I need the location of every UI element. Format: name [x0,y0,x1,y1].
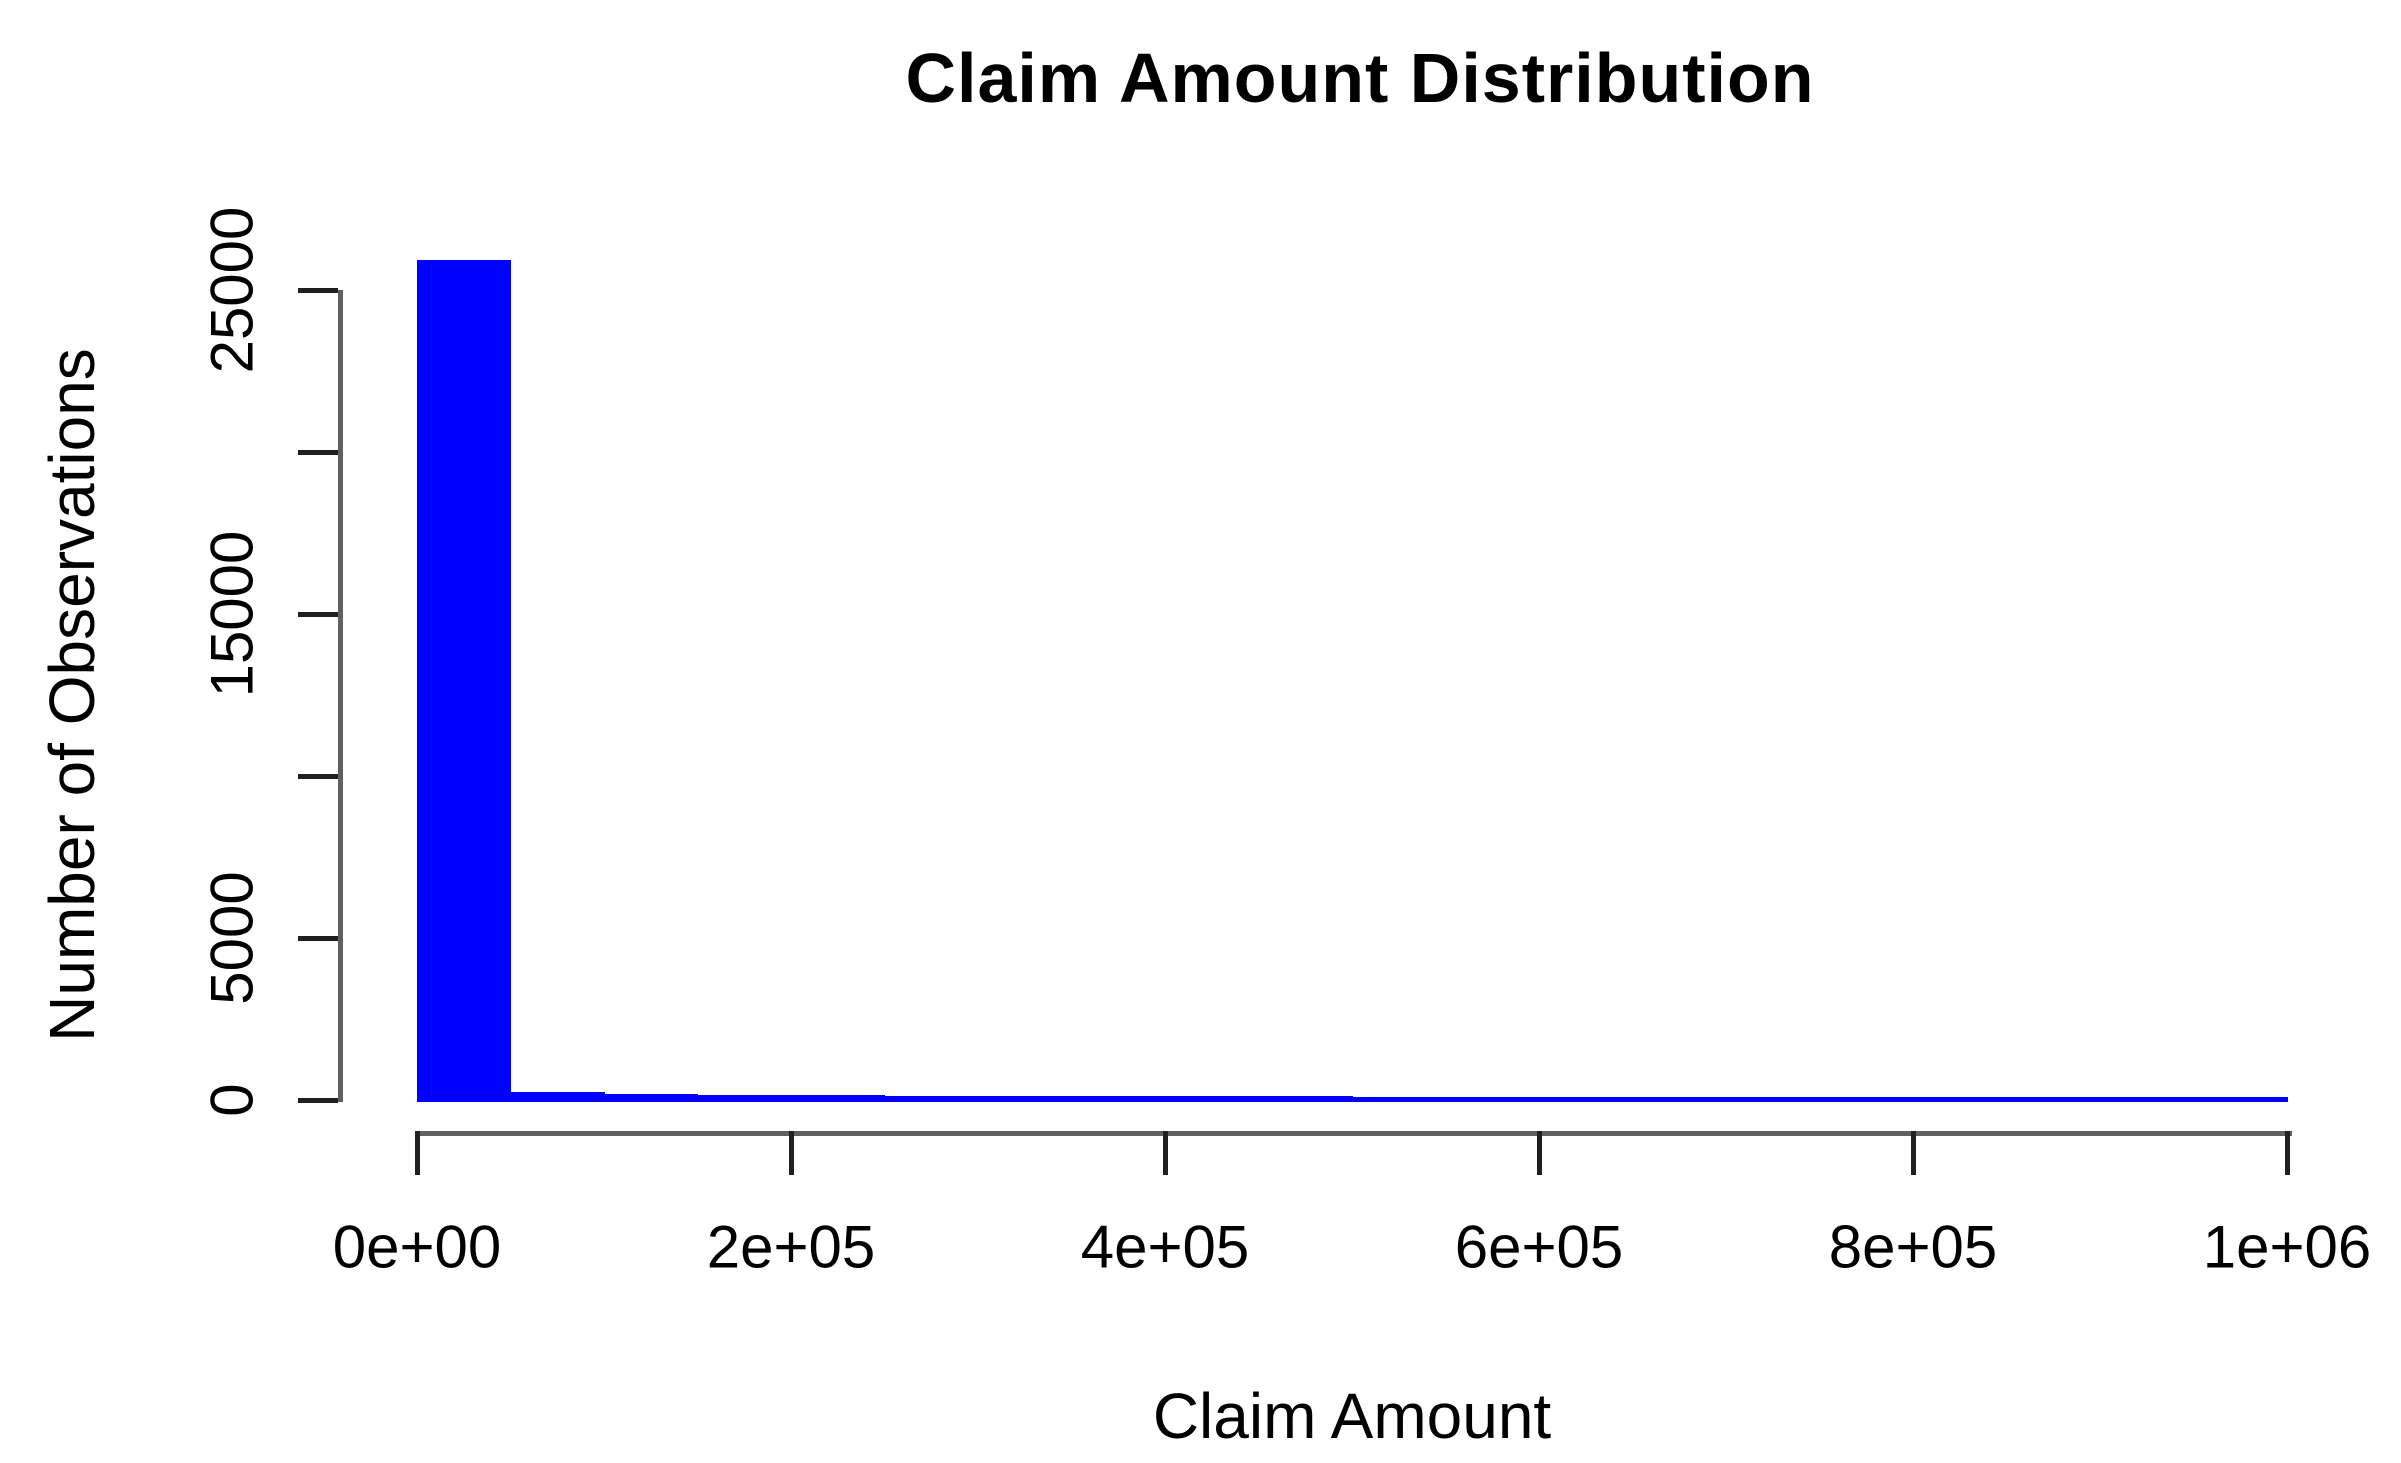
y-tick-label: 15000 [198,530,266,698]
y-tick [298,612,338,617]
x-tick [415,1131,420,1175]
y-tick [298,936,338,941]
x-axis-line [415,1131,2292,1136]
y-tick-label: 5000 [198,871,266,1005]
histogram-bar [1539,1097,1633,1102]
histogram-bar [1726,1097,1820,1102]
histogram-bar [1352,1097,1446,1102]
histogram-bar [1819,1097,1914,1102]
y-tick-label: 25000 [198,206,266,374]
y-tick-label: 0 [198,1083,266,1117]
x-tick-label: 4e+05 [1080,1213,1250,1281]
histogram-bar [1913,1097,2007,1102]
histogram-bar [1632,1097,1727,1102]
y-axis-line [338,290,343,1102]
histogram-bar [1071,1096,1166,1102]
histogram-bar [604,1094,698,1102]
y-tick [298,774,338,779]
x-tick-label: 8e+05 [1828,1213,1998,1281]
histogram-bar [1445,1097,1540,1102]
x-tick [2285,1131,2290,1175]
x-tick [789,1131,794,1175]
histogram-bar [884,1096,979,1102]
x-tick [1911,1131,1916,1175]
histogram-bar [417,260,511,1102]
histogram-bar [978,1096,1072,1102]
histogram-bar [1165,1096,1259,1102]
y-tick [298,288,338,293]
histogram-bar [2100,1097,2194,1102]
x-axis-label: Claim Amount [1152,1380,1552,1452]
histogram-bar [2193,1097,2288,1102]
x-tick-label: 1e+06 [2202,1213,2372,1281]
y-tick [298,450,338,455]
histogram-bar [697,1095,792,1102]
chart-title: Claim Amount Distribution [905,39,1815,117]
histogram-bar [510,1092,605,1102]
x-tick [1537,1131,1542,1175]
histogram-bar [791,1095,885,1102]
x-tick [1163,1131,1168,1175]
histogram-bar [2006,1097,2101,1102]
x-tick-label: 0e+00 [332,1213,502,1281]
histogram-bar [1258,1096,1353,1102]
x-tick-label: 6e+05 [1454,1213,1624,1281]
x-tick-label: 2e+05 [706,1213,876,1281]
y-axis-label: Number of Observations [36,348,108,1042]
y-tick [298,1098,338,1103]
